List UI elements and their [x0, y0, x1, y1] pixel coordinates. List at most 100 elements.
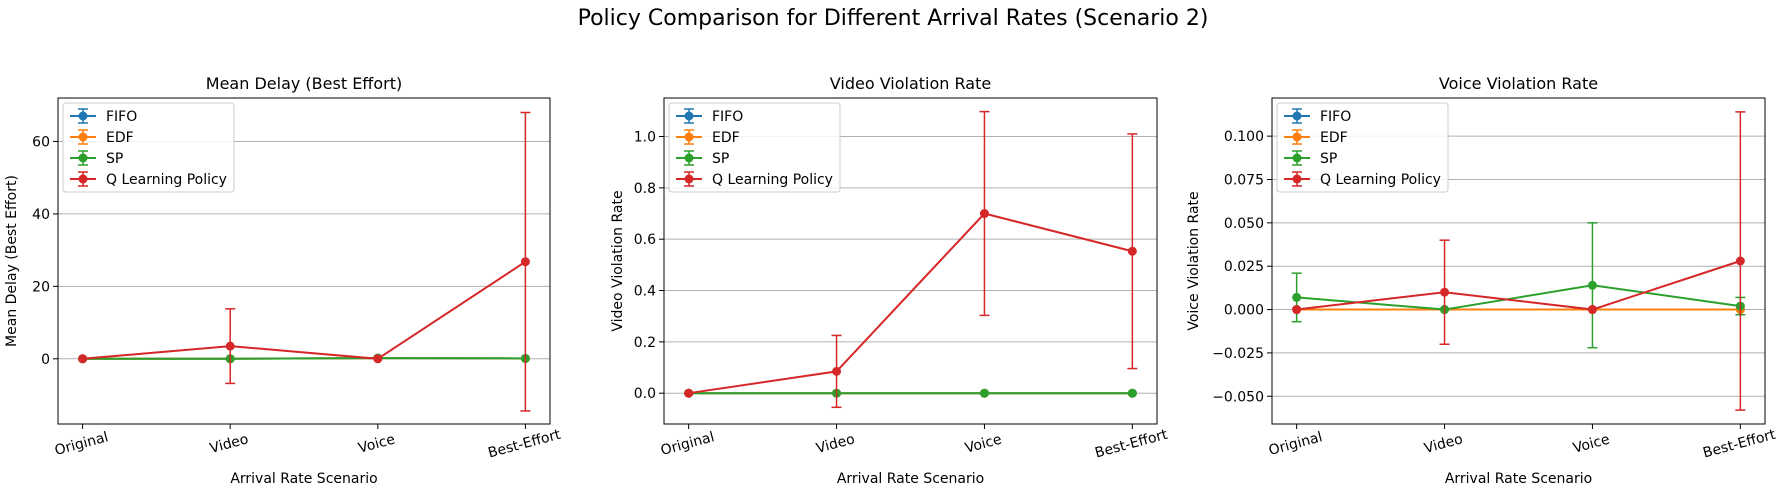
data-point — [979, 209, 989, 219]
legend-label: EDF — [106, 130, 134, 146]
y-tick-label: 0.6 — [634, 232, 656, 248]
data-point — [1127, 246, 1137, 256]
legend: FIFO EDF SP Q Learning Policy — [1276, 102, 1449, 193]
y-tick-label: 0.8 — [634, 181, 656, 197]
chart-title: Mean Delay (Best Effort) — [206, 74, 402, 93]
figure-suptitle: Policy Comparison for Different Arrival … — [577, 6, 1209, 31]
chart-panel-3: −0.050 −0.025 0.000 0.025 0.050 0.075 0.100 Ori… — [1186, 74, 1778, 487]
legend-marker — [1292, 132, 1302, 142]
x-tick-label: Original — [1267, 429, 1324, 459]
y-tick-label: 0.050 — [1224, 216, 1264, 232]
plot-frame — [1271, 97, 1766, 425]
series-q-learning-policy — [78, 111, 531, 412]
x-tick-label: Video — [814, 431, 856, 457]
x-axis-label: Arrival Rate Scenario — [230, 471, 377, 487]
legend-label: FIFO — [712, 109, 743, 125]
legend-label: FIFO — [1320, 109, 1351, 125]
data-point — [520, 257, 530, 267]
data-point — [78, 354, 88, 364]
legend-entry: EDF — [676, 129, 740, 146]
y-tick-label: 0.100 — [1224, 129, 1264, 145]
y-tick-label: 0.0 — [634, 386, 656, 402]
legend-box — [1276, 102, 1449, 193]
legend: FIFO EDF SP Q Learning Policy — [62, 102, 235, 193]
legend-label: EDF — [712, 130, 740, 146]
data-point — [225, 341, 235, 351]
legend-entry: SP — [676, 150, 729, 167]
series-sp — [78, 353, 530, 364]
y-axis-label: Video Violation Rate — [610, 190, 626, 331]
legend-entry: SP — [1284, 150, 1337, 167]
data-point — [1587, 280, 1597, 290]
data-point — [1127, 388, 1137, 398]
series-q-learning-policy — [1292, 111, 1746, 411]
legend-entry: Q Learning Policy — [1284, 171, 1441, 188]
legend-marker — [78, 174, 88, 184]
data-point — [373, 354, 383, 364]
legend-marker — [684, 111, 694, 121]
legend-marker — [78, 153, 88, 163]
x-tick-label: Best-Effort — [1701, 427, 1777, 462]
legend-marker — [684, 174, 694, 184]
legend: FIFO EDF SP Q Learning Policy — [668, 102, 841, 193]
y-tick-label: 60 — [32, 134, 50, 150]
x-tick-label: Voice — [357, 432, 397, 457]
series-line — [688, 212, 1133, 395]
legend-entry: EDF — [1284, 129, 1348, 146]
y-tick-label: 0.000 — [1224, 303, 1264, 319]
series-line — [1296, 284, 1741, 311]
y-tick-label: 0.025 — [1224, 259, 1264, 275]
y-tick-label: 1.0 — [634, 130, 656, 146]
y-tick-label: 0.075 — [1224, 173, 1264, 189]
series-line — [1296, 260, 1741, 311]
y-tick-label: 40 — [32, 207, 50, 223]
legend-label: SP — [1320, 151, 1337, 167]
data-point — [1292, 305, 1302, 315]
chart-title: Video Violation Rate — [830, 74, 991, 93]
y-tick-label: 0.2 — [634, 335, 656, 351]
legend-box — [62, 102, 235, 193]
legend-label: Q Learning Policy — [106, 172, 227, 188]
legend-marker — [1292, 153, 1302, 163]
x-tick-label: Video — [208, 431, 250, 457]
data-point — [979, 388, 989, 398]
legend-marker — [78, 132, 88, 142]
legend-entry: FIFO — [70, 108, 137, 125]
y-axis-label: Mean Delay (Best Effort) — [4, 175, 20, 347]
legend-marker — [1292, 174, 1302, 184]
series-sp — [684, 388, 1137, 398]
y-tick-label: −0.025 — [1212, 346, 1264, 362]
x-tick-label: Original — [659, 429, 716, 459]
legend-marker — [684, 153, 694, 163]
y-tick-label: 20 — [32, 279, 50, 295]
x-axis-label: Arrival Rate Scenario — [837, 471, 984, 487]
y-axis-label: Voice Violation Rate — [1186, 191, 1202, 330]
legend-marker — [1292, 111, 1302, 121]
y-tick-label: 0 — [41, 352, 50, 368]
legend-entry: FIFO — [676, 108, 743, 125]
x-tick-label: Best-Effort — [486, 427, 562, 462]
chart-panel-2: 0.0 0.2 0.4 0.6 0.8 1.0 Original Video Voice Best… — [610, 74, 1170, 487]
data-point — [1440, 287, 1450, 297]
data-point — [1292, 292, 1302, 302]
series-q-learning-policy — [684, 110, 1138, 409]
legend-entry: EDF — [70, 129, 134, 146]
plot-frame — [57, 97, 551, 425]
legend-entry: Q Learning Policy — [676, 171, 833, 188]
x-tick-label: Voice — [963, 432, 1003, 457]
x-tick-label: Voice — [1571, 432, 1611, 457]
x-axis-label: Arrival Rate Scenario — [1445, 471, 1592, 487]
x-tick-label: Video — [1422, 431, 1464, 457]
x-tick-label: Original — [53, 429, 110, 459]
data-point — [832, 366, 842, 376]
chart-panel-1: 0 20 40 60 Original Video Voice Best-Effort Mean… — [4, 74, 563, 487]
y-tick-label: 0.4 — [634, 284, 656, 300]
legend-entry: Q Learning Policy — [70, 171, 227, 188]
legend-marker — [78, 111, 88, 121]
data-point — [1735, 256, 1745, 266]
chart-title: Voice Violation Rate — [1439, 74, 1598, 93]
legend-label: EDF — [1320, 130, 1348, 146]
series-edf — [1292, 305, 1745, 315]
